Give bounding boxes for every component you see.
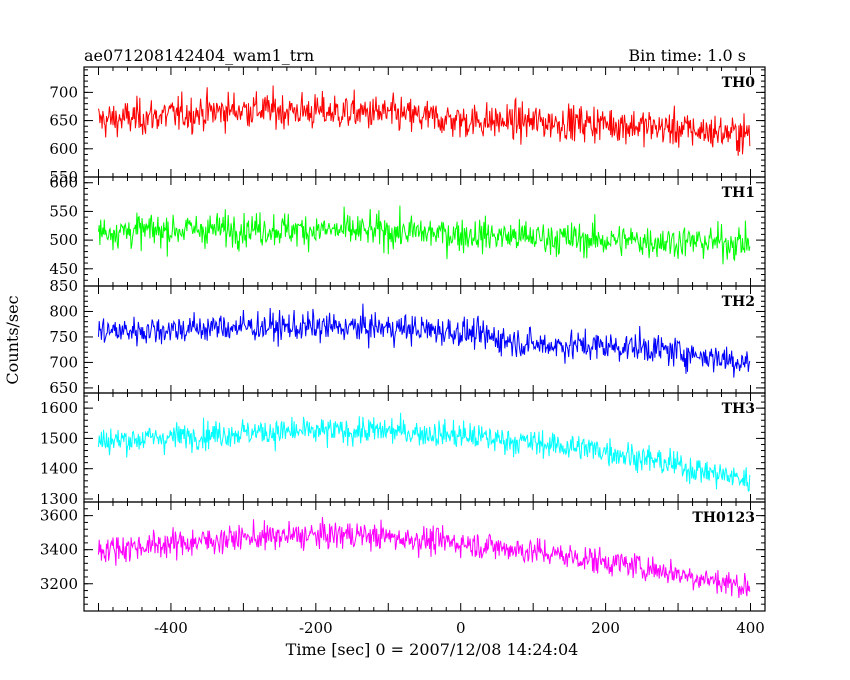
x-tick-label: 0 — [456, 619, 466, 637]
x-tick-label: -200 — [299, 619, 333, 637]
y-tick-label: 1400 — [40, 460, 78, 478]
panels-group: 550600650700TH0450500550600TH16507007508… — [40, 66, 766, 637]
panel-frame — [83, 66, 766, 178]
y-tick-label: 1300 — [40, 490, 78, 508]
series-line-th0 — [98, 85, 751, 156]
x-axis-label: Time [sec] 0 = 2007/12/08 14:24:04 — [286, 640, 579, 659]
y-tick-label: 600 — [49, 174, 78, 192]
panel-th0123: 3200 3400 3600 TH0123 — [40, 501, 766, 612]
y-tick-label: 1600 — [40, 399, 78, 417]
y-axis-label: Counts/sec — [3, 295, 22, 384]
series-line-th2 — [98, 303, 751, 378]
series-line-th1 — [98, 205, 751, 265]
y-tick-label: 650 — [49, 379, 78, 397]
series-line-th0123 — [98, 517, 751, 599]
y-tick-label: 750 — [49, 328, 78, 346]
chart-title: ae071208142404_wam1_trn — [84, 46, 314, 65]
y-tick-label: 800 — [49, 302, 78, 320]
y-tick-label: 500 — [49, 231, 78, 249]
panel-th1: 450 500 550 600 TH1 — [49, 174, 766, 287]
y-tick-label: 3400 — [40, 541, 78, 559]
y-tick-label: 550 — [49, 168, 78, 186]
y-tick-label: 700 — [49, 83, 78, 101]
x-tick-label: 400 — [736, 619, 765, 637]
panel-th2: 650 700 750 800 850 TH2 — [49, 277, 766, 397]
panel-th0: 550 600 650 700 TH0 — [49, 66, 766, 186]
y-tick-label: 650 — [49, 112, 78, 130]
y-tick-label: 700 — [49, 353, 78, 371]
y-tick-label: 3200 — [40, 575, 78, 593]
y-tick-label: 450 — [49, 260, 78, 278]
panel-label: TH0 — [722, 75, 756, 91]
panel-frame — [83, 501, 766, 612]
y-tick-label: 600 — [49, 140, 78, 158]
x-tick-label: 200 — [591, 619, 620, 637]
panel-label: TH0123 — [692, 510, 755, 526]
bin-time-label: Bin time: 1.0 s — [628, 46, 746, 65]
x-tick-label: -400 — [154, 619, 188, 637]
y-tick-label: 850 — [49, 277, 78, 295]
panel-label: TH2 — [722, 294, 755, 310]
panel-th3: 1300 1400 1500 1600 TH3 — [40, 392, 766, 508]
y-tick-label: 3600 — [40, 507, 78, 525]
y-tick-label: 1500 — [40, 429, 78, 447]
panel-frame — [83, 285, 766, 394]
panel-label: TH1 — [722, 185, 755, 201]
y-tick-label: 550 — [49, 202, 78, 220]
series-line-th3 — [98, 412, 751, 492]
panel-label: TH3 — [722, 401, 755, 417]
